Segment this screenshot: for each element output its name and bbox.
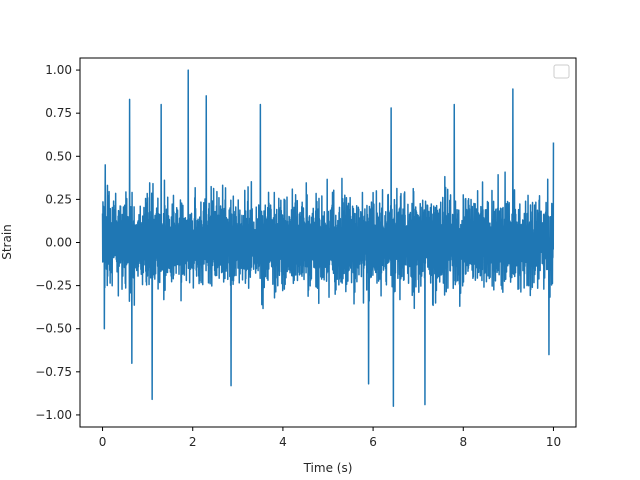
x-tick-label: 10 [546, 435, 561, 449]
legend-box [553, 64, 570, 79]
y-axis: −1.00 −0.75 −0.50 −0.25 0.00 0.25 0.50 0.75 1.00 [35, 63, 80, 422]
y-tick-label: −0.25 [35, 279, 72, 293]
x-tick-label: 6 [369, 435, 377, 449]
y-tick-label: 1.00 [45, 63, 72, 77]
x-tick-label: 0 [99, 435, 107, 449]
y-tick-label: 0.50 [45, 149, 72, 163]
y-tick-label: 0.75 [45, 106, 72, 120]
x-tick-label: 4 [279, 435, 287, 449]
strain-series-line [101, 69, 555, 408]
y-tick-label: −0.50 [35, 322, 72, 336]
y-tick-label: −1.00 [35, 408, 72, 422]
x-tick-label: 2 [189, 435, 197, 449]
x-tick-label: 8 [459, 435, 467, 449]
x-axis: 0 2 4 6 8 10 [99, 427, 561, 449]
x-axis-label: Time (s) [303, 461, 353, 475]
plot-series-group [101, 69, 555, 408]
y-tick-label: −0.75 [35, 365, 72, 379]
y-axis-label: Strain [0, 224, 14, 260]
y-tick-label: 0.25 [45, 192, 72, 206]
y-tick-label: 0.00 [45, 236, 72, 250]
